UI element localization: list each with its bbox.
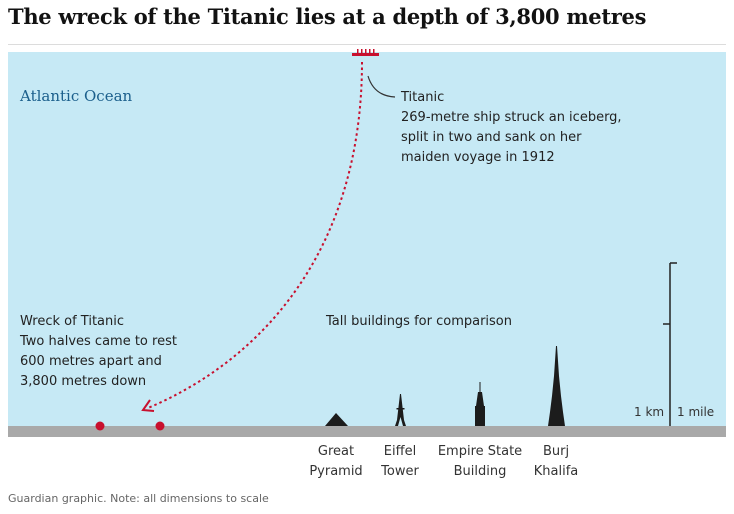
titanic-callout-heading: Titanic (401, 90, 445, 105)
titanic-callout: Titanic 269-metre ship struck an iceberg… (401, 88, 651, 168)
great-pyramid-label: Great Pyramid (309, 444, 363, 479)
great-pyramid-shape (325, 413, 348, 426)
wreck-half-bow (95, 421, 105, 431)
eiffel-tower-label: Eiffel Tower (381, 444, 419, 479)
wreck-callout: Wreck of Titanic Two halves came to rest… (20, 312, 220, 392)
wreck-callout-line: 600 metres apart and (20, 354, 162, 369)
sinking-arrowhead-icon (141, 399, 155, 412)
empire-state-building-shape (475, 382, 485, 426)
footnote: Guardian graphic. Note: all dimensions t… (8, 492, 269, 505)
wreck-callout-line: Two halves came to rest (20, 334, 177, 349)
wreck-callout-heading: Wreck of Titanic (20, 314, 125, 329)
seabed (8, 426, 726, 437)
wreck-half-stern (155, 421, 165, 431)
page-title: The wreck of the Titanic lies at a depth… (8, 4, 647, 29)
titanic-ship-icon (352, 49, 379, 56)
titanic-callout-line: maiden voyage in 1912 (401, 150, 555, 165)
eiffel-tower-shape (395, 394, 406, 426)
burj-khalifa-shape (548, 346, 565, 426)
wreck-callout-line: 3,800 metres down (20, 374, 147, 389)
burj-khalifa-label: Burj Khalifa (533, 444, 579, 479)
ocean-label: Atlantic Ocean (20, 87, 133, 105)
scale-km-label: 1 km (634, 405, 665, 419)
empire-state-building-label: Empire State Building (437, 444, 523, 479)
sinking-path (147, 61, 363, 409)
titanic-callout-line: split in two and sank on her (401, 130, 582, 145)
comparison-label: Tall buildings for comparison (326, 314, 512, 329)
ocean-area (8, 52, 726, 426)
titanic-callout-leader (367, 75, 396, 98)
titanic-callout-line: 269-metre ship struck an iceberg, (401, 110, 622, 125)
scale-mile-label: 1 mile (677, 405, 715, 419)
title-divider (8, 44, 726, 45)
scale-bar (663, 262, 677, 426)
